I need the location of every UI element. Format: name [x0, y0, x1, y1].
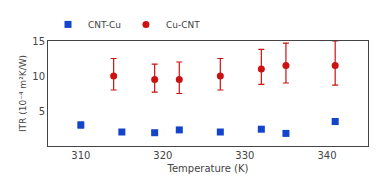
svg-text:Temperature (K): Temperature (K)	[167, 163, 249, 174]
svg-text:320: 320	[153, 150, 172, 161]
svg-text:5: 5	[39, 106, 45, 117]
svg-text:ITR (10⁻⁴ m²K/W): ITR (10⁻⁴ m²K/W)	[18, 55, 28, 132]
svg-text:10: 10	[32, 71, 45, 82]
svg-text:Cu-CNT: Cu-CNT	[166, 20, 200, 30]
svg-text:CNT-Cu: CNT-Cu	[88, 20, 121, 30]
svg-text:15: 15	[32, 36, 45, 47]
svg-text:340: 340	[317, 150, 336, 161]
svg-text:330: 330	[235, 150, 254, 161]
svg-text:310: 310	[71, 150, 90, 161]
